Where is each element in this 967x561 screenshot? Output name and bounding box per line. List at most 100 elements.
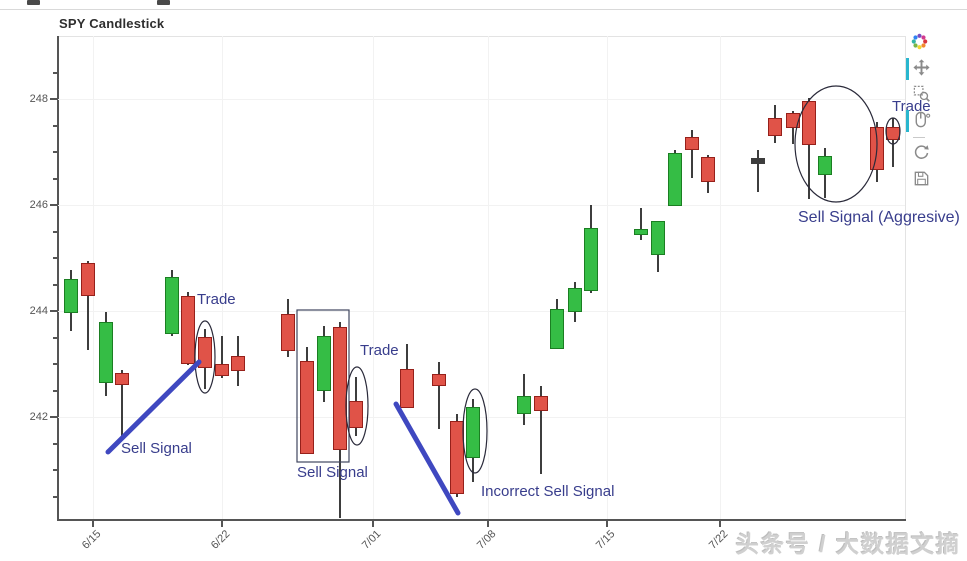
y-gridline — [58, 205, 905, 206]
candlestick-down — [81, 263, 95, 296]
watermark: 头条号 / 大数据文摘 — [735, 531, 961, 557]
candlestick-up — [99, 322, 113, 383]
pan-tool-button[interactable] — [906, 57, 932, 81]
candlestick-up — [651, 221, 665, 255]
candlestick-down — [333, 327, 347, 450]
y-minor-tick — [53, 390, 58, 392]
box-zoom-icon — [912, 84, 931, 106]
x-major-tick — [719, 521, 721, 527]
wheel-zoom-icon — [912, 110, 931, 132]
y-major-tick — [50, 204, 58, 206]
candlestick-up — [466, 407, 480, 458]
candlestick-down — [181, 296, 195, 364]
candlestick-down — [231, 356, 245, 371]
candlestick-doji — [751, 158, 765, 164]
plot-frame-right — [905, 36, 906, 520]
y-tick-label: 242 — [29, 411, 48, 423]
y-minor-tick — [53, 72, 58, 74]
y-tick-label: 246 — [29, 199, 48, 211]
x-tick-label: 7/08 — [474, 528, 499, 552]
y-tick-label: 248 — [29, 93, 48, 105]
x-gridline — [720, 36, 721, 519]
annotation-label: Trade — [892, 98, 931, 115]
x-gridline — [222, 36, 223, 519]
x-axis-line — [57, 519, 906, 521]
candlestick-down — [115, 373, 129, 385]
x-major-tick — [92, 521, 94, 527]
annotation-label: Sell Signal — [121, 440, 192, 457]
y-minor-tick — [53, 178, 58, 180]
candlestick-down — [701, 157, 715, 182]
annotation-label: Sell Signal (Aggresive) — [798, 209, 960, 226]
candlestick-up — [165, 277, 179, 334]
candle-wick — [438, 362, 440, 429]
reset-tool-button[interactable] — [906, 142, 932, 166]
y-major-tick — [50, 98, 58, 100]
y-minor-tick — [53, 469, 58, 471]
x-major-tick — [372, 521, 374, 527]
cropped-text-fragment — [157, 0, 170, 5]
y-minor-tick — [53, 151, 58, 153]
y-minor-tick — [53, 284, 58, 286]
reset-icon — [912, 143, 931, 165]
annotation-label: Trade — [360, 342, 399, 359]
x-tick-label: 7/01 — [359, 528, 384, 552]
x-major-tick — [487, 521, 489, 527]
annotation-label: Trade — [197, 291, 236, 308]
candlestick-down — [768, 118, 782, 136]
y-axis-line — [57, 36, 59, 521]
y-minor-tick — [53, 363, 58, 365]
plot-frame-top — [58, 36, 905, 37]
candle-wick — [540, 386, 542, 474]
candlestick-down — [300, 361, 314, 454]
cropped-text-fragment — [27, 0, 40, 5]
toolbar-divider — [913, 137, 925, 138]
box-zoom-tool-button[interactable] — [906, 83, 932, 107]
wheel-zoom-tool-button[interactable] — [906, 109, 932, 133]
y-gridline — [58, 311, 905, 312]
save-tool-button[interactable] — [906, 168, 932, 192]
candlestick-down — [685, 137, 699, 150]
save-icon — [912, 169, 931, 191]
candlestick-down — [534, 396, 548, 411]
candlestick-down — [450, 421, 464, 494]
pan-icon — [912, 58, 931, 80]
y-major-tick — [50, 416, 58, 418]
annotation-label: Sell Signal — [297, 464, 368, 481]
candlestick-up — [668, 153, 682, 206]
candle-wick — [221, 336, 223, 378]
candlestick-up — [517, 396, 531, 414]
x-tick-label: 6/15 — [79, 528, 104, 552]
candle-wick — [87, 261, 89, 350]
candle-wick — [691, 130, 693, 178]
bokeh-logo-icon[interactable] — [906, 30, 932, 52]
bokeh-toolbar — [903, 30, 935, 193]
candlestick-down — [802, 101, 816, 145]
candle-wick — [757, 150, 759, 192]
x-tick-label: 6/22 — [208, 528, 233, 552]
y-gridline — [58, 417, 905, 418]
candlestick-down — [281, 314, 295, 351]
candlestick-up — [584, 228, 598, 291]
y-tick-label: 244 — [29, 305, 48, 317]
candlestick-down — [349, 401, 363, 428]
candlestick-up — [818, 156, 832, 175]
chart-title: SPY Candlestick — [59, 16, 165, 31]
x-major-tick — [606, 521, 608, 527]
candlestick-down — [786, 113, 800, 128]
y-minor-tick — [53, 125, 58, 127]
y-minor-tick — [53, 496, 58, 498]
candlestick-down — [198, 337, 212, 368]
x-major-tick — [221, 521, 223, 527]
candlestick-up — [317, 336, 331, 391]
y-gridline — [58, 99, 905, 100]
candlestick-down — [886, 127, 900, 140]
y-minor-tick — [53, 443, 58, 445]
y-minor-tick — [53, 257, 58, 259]
x-gridline — [488, 36, 489, 519]
candle-wick — [892, 118, 894, 167]
y-major-tick — [50, 310, 58, 312]
candlestick-down — [215, 364, 229, 376]
